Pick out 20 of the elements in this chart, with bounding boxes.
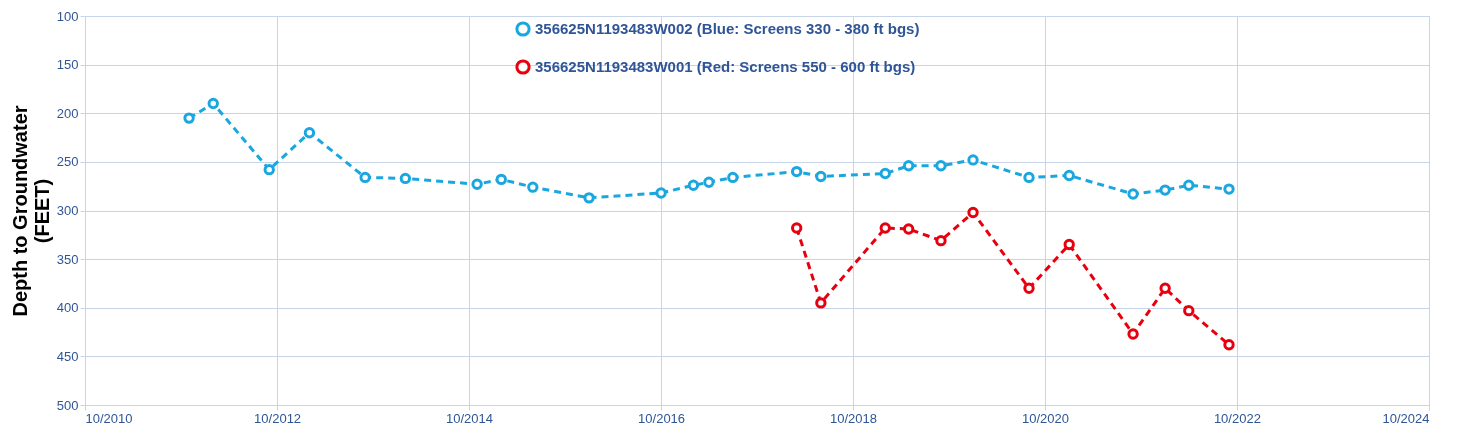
y-tick-label: 300: [56, 203, 79, 218]
x-tick-label: 10/2018: [829, 410, 877, 426]
x-tick-label: 10/2016: [638, 410, 686, 426]
y-tick-label: 350: [56, 251, 79, 267]
legend-label: 356625N1193483W001 (Red: Screens 550 - 600 ft bgs): [535, 58, 916, 75]
x-tick-label: 10/2022: [1213, 410, 1261, 426]
y-tick-label: 200: [56, 105, 79, 121]
x-tick-label: 10/2010: [85, 410, 133, 426]
x-tick-label: 10/2024: [1382, 410, 1430, 426]
y-tick-label: 500: [56, 397, 79, 413]
x-tick-label: 10/2014: [445, 410, 493, 426]
x-tick-label: 10/2020: [1022, 410, 1070, 426]
y-tick-label: 100: [56, 8, 79, 24]
y-tick-label: 400: [56, 300, 79, 316]
y-tick-label: 150: [56, 57, 79, 73]
y-tick-label: 250: [56, 154, 79, 170]
y-tick-label: 450: [56, 348, 79, 364]
legend-label: 356625N1193483W002 (Blue: Screens 330 - 380 ft bgs): [535, 20, 920, 37]
x-tick-label: 10/2012: [254, 410, 302, 426]
y-axis-title: Depth to Groundwater (FEET): [8, 105, 53, 317]
